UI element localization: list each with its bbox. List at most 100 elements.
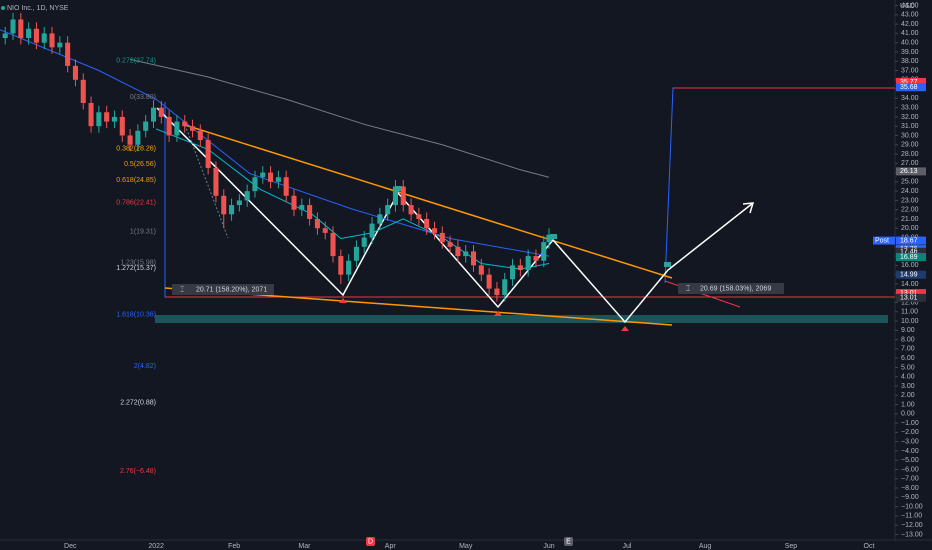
candle-body xyxy=(26,28,32,39)
y-tick-label: 21.00 xyxy=(901,216,919,223)
y-tick-label: −7.00 xyxy=(901,476,919,483)
candle-body xyxy=(268,172,274,182)
candle-body xyxy=(546,234,552,243)
arrow-head xyxy=(742,202,755,214)
y-tick-label: 29.00 xyxy=(901,142,919,149)
y-tick-label: −4.00 xyxy=(901,448,919,455)
y-tick-label: 3.00 xyxy=(901,383,915,390)
candle-body xyxy=(96,112,102,127)
fib-label: 2(4.82) xyxy=(134,363,156,370)
fib-label: 0.272(37.74) xyxy=(116,57,156,64)
candle-body xyxy=(470,251,477,266)
fib-label: 1.23(15.98) xyxy=(120,259,156,266)
candle-body xyxy=(221,195,227,215)
candle-body xyxy=(111,116,118,122)
candle-body xyxy=(299,205,305,210)
candle-body xyxy=(322,228,328,233)
candle-body xyxy=(455,246,461,257)
x-tick-label: Mar xyxy=(298,543,311,550)
candle-body xyxy=(189,126,196,131)
candle-body xyxy=(252,177,258,192)
candle-body xyxy=(338,256,344,275)
candle-body xyxy=(377,214,383,224)
fib-label: 0.5(26.56) xyxy=(124,161,156,168)
candle-body xyxy=(424,218,430,229)
x-tick-label: Dec xyxy=(64,543,77,550)
fib-label: 2.76(−6.48) xyxy=(120,468,156,475)
marker xyxy=(339,298,347,303)
y-tick-label: 8.00 xyxy=(901,336,915,343)
y-tick-label: 28.00 xyxy=(901,151,919,158)
x-tick-label: May xyxy=(459,543,473,550)
price-tag xyxy=(896,167,926,176)
moving-average xyxy=(129,58,550,178)
y-tick-label: −12.00 xyxy=(901,522,923,529)
y-tick-label: −1.00 xyxy=(901,420,919,427)
x-tick-label: Oct xyxy=(864,543,875,550)
candle-body xyxy=(2,33,8,39)
measure-box xyxy=(678,283,784,294)
y-tick-label: 27.00 xyxy=(901,160,919,167)
price-tag xyxy=(896,236,926,245)
candle-body xyxy=(416,214,422,219)
price-tag-prefix: Post xyxy=(875,237,889,244)
candle-body xyxy=(478,265,484,275)
candle-body xyxy=(88,102,94,127)
y-tick-label: 37.00 xyxy=(901,67,919,74)
y-tick-label: 33.00 xyxy=(901,104,919,111)
trend-line xyxy=(184,124,673,279)
candle-body xyxy=(431,228,438,233)
chart-title: NIO Inc., 1D, NYSE xyxy=(7,5,69,12)
candle-body xyxy=(330,232,336,257)
candle-body xyxy=(143,121,149,131)
candle-body xyxy=(119,116,125,136)
y-tick-label: 41.00 xyxy=(901,30,919,37)
candle-body xyxy=(49,33,55,48)
measure-label: 20.69 (158.03%), 2069 xyxy=(700,285,771,292)
y-tick-label: 11.00 xyxy=(901,309,918,316)
marker xyxy=(550,234,557,239)
candle-body xyxy=(291,195,297,210)
candle-body xyxy=(463,251,469,257)
candle-body xyxy=(135,130,141,145)
price-tag xyxy=(873,236,895,245)
candle-body xyxy=(502,279,508,296)
y-tick-label: −13.00 xyxy=(901,531,923,538)
y-tick-label: −8.00 xyxy=(901,485,919,492)
y-tick-label: 24.00 xyxy=(901,188,919,195)
candle-body xyxy=(33,28,39,43)
price-tag xyxy=(896,293,926,302)
y-tick-label: 32.00 xyxy=(901,114,919,121)
y-tick-label: 9.00 xyxy=(901,327,915,334)
candle-body xyxy=(408,205,414,215)
y-tick-label: 10.00 xyxy=(901,318,919,325)
y-tick-label: 6.00 xyxy=(901,355,915,362)
y-tick-label: 40.00 xyxy=(901,40,919,47)
candle-body xyxy=(533,256,539,261)
price-tag-label: 18.67 xyxy=(900,237,918,244)
price-tag-label: 35.68 xyxy=(900,84,918,91)
x-tick-label: Jun xyxy=(543,543,554,550)
candle-body xyxy=(385,205,391,215)
price-tag xyxy=(896,77,926,86)
price-tag xyxy=(896,289,926,298)
fib-label: 0.786(22.41) xyxy=(116,200,156,207)
y-axis-label: USD xyxy=(900,3,915,10)
price-tag-label: 17.46 xyxy=(900,249,918,256)
candle-body xyxy=(400,186,406,206)
candle-body xyxy=(447,242,453,247)
fib-label: 0(33.80) xyxy=(130,94,156,101)
candle-body xyxy=(517,265,523,270)
candle-body xyxy=(10,19,16,34)
y-tick-label: −2.00 xyxy=(901,429,919,436)
y-tick-label: 5.00 xyxy=(901,364,915,371)
candle-body xyxy=(392,186,399,206)
candle-body xyxy=(41,33,47,43)
zone xyxy=(155,315,888,323)
measure-icon: ⌶ xyxy=(686,285,690,292)
x-tick-label: 2022 xyxy=(148,543,164,550)
y-tick-label: 31.00 xyxy=(901,123,919,130)
marker xyxy=(395,186,402,191)
